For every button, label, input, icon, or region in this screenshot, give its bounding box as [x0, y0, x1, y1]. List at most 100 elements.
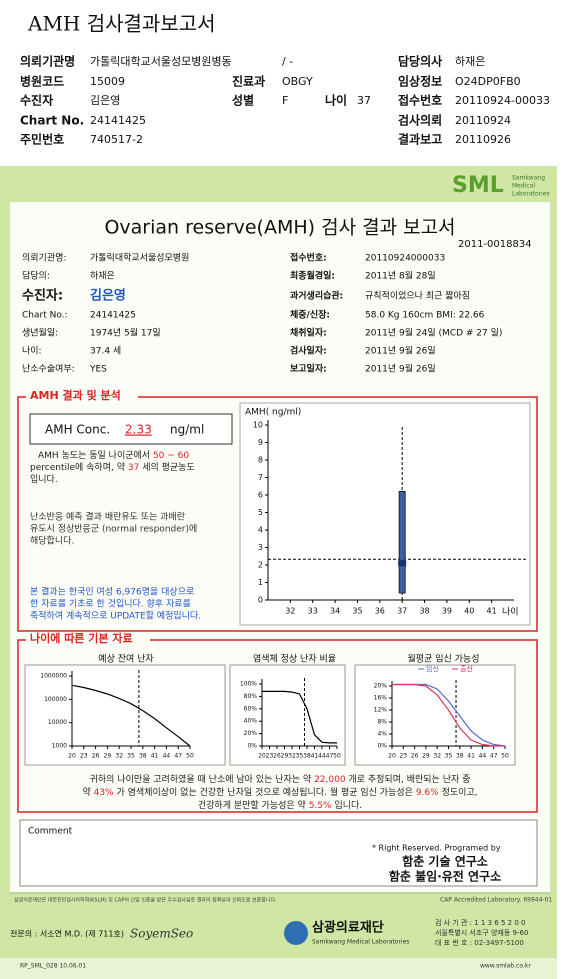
info-label: 나이 — [325, 93, 347, 108]
info-label: 접수번호 — [398, 93, 442, 108]
note-line: 난소반응 예측 결과 배란유도 또는 과배란 — [30, 511, 185, 523]
text-part: 37 — [128, 463, 139, 473]
section-box — [17, 639, 538, 813]
chart-title: 염색체 정상 난자 비율 — [253, 654, 336, 665]
x-tick-label: 32 — [115, 753, 123, 760]
y-tick-label: 20% — [244, 730, 258, 737]
x-tick-label: 32 — [433, 753, 441, 760]
y-tick-label: 10000 — [48, 719, 67, 726]
field-value: 가톨릭대학교서울성모병원 — [90, 252, 189, 264]
x-tick-label: 32 — [288, 753, 296, 760]
section-title: 나이에 따른 기본 자료 — [30, 631, 133, 645]
x-tick-label: 29 — [281, 753, 289, 760]
info-label: 의뢰기관명 — [20, 54, 75, 69]
section-title-bg — [26, 389, 138, 403]
doctor: 전문의 : 서소연 M.D. (제 711호) — [10, 929, 124, 939]
field-label: 생년월일: — [22, 327, 58, 339]
field-label: 접수번호: — [290, 252, 327, 264]
info-value: F — [282, 94, 288, 107]
chart-frame — [239, 402, 531, 626]
field-label: 채취일자: — [290, 327, 327, 339]
x-tick-label: 37 — [397, 607, 407, 616]
field-value: 1974년 5월 17일 — [90, 327, 161, 339]
info-label: 진료과 — [232, 74, 265, 89]
x-tick-label: 23 — [399, 753, 407, 760]
y-tick-label: 12% — [374, 707, 388, 714]
signature: SoyemSeo — [130, 927, 193, 941]
text-part: 정도이고, — [442, 787, 478, 798]
x-tick-label: 50 — [186, 753, 194, 760]
text-part: 50 ~ 60 — [153, 451, 189, 461]
x-tick-label: 32 — [285, 607, 295, 616]
text-part: 가 염색체이상이 없는 건강한 난자일 것으로 예상됩니다. 월 평균 임신 가… — [117, 786, 413, 798]
x-tick-label: 47 — [174, 753, 182, 760]
lab-name: 함춘 기술 연구소 — [402, 854, 488, 869]
info-value: 하재은 — [455, 54, 485, 68]
form-code: RP_SML_028 10.06.01 — [20, 963, 86, 970]
x-tick-label: 47 — [490, 753, 498, 760]
note-line: 입니다. — [30, 473, 58, 485]
address: 검 사 기 관 : 1 1 3 6 5 2 0 0 — [435, 918, 525, 927]
field-value: YES — [89, 365, 107, 375]
note-line: AMH 농도는 동일 나이군에서 50 ~ 60 — [38, 450, 189, 461]
summary-line: 건강하게 분만할 가능성은 약 5.5% 입니다. — [198, 799, 362, 811]
y-tick-label: 60% — [244, 705, 258, 712]
summary-line: 약 43% 가 염색체이상이 없는 건강한 난자일 것으로 예상됩니다. 월 평… — [82, 786, 477, 798]
x-tick-label: 20 — [258, 753, 266, 760]
y-tick-label: 8% — [377, 719, 387, 726]
org-logo — [284, 921, 308, 945]
section-title: AMH 결과 및 분석 — [30, 388, 121, 402]
report-number: 2011-0018834 — [458, 239, 532, 250]
org-name-en: Samkwang Medical Laboratories — [312, 939, 409, 946]
x-tick-label: 40 — [464, 607, 474, 616]
y-tick-label: 5 — [258, 508, 263, 517]
page-title: AMH 검사결과보고서 — [27, 12, 216, 36]
section-title-bg — [26, 632, 150, 646]
lab-name: 함춘 불임·유전 연구소 — [389, 869, 501, 884]
info-value: 24141425 — [90, 114, 146, 127]
y-tick-label: 80% — [244, 693, 258, 700]
chart-frame — [229, 664, 346, 766]
info-value: 15009 — [90, 75, 125, 88]
x-tick-label: 34 — [330, 607, 340, 616]
x-tick-label: 38 — [303, 753, 311, 760]
field-value: 24141425 — [90, 311, 136, 321]
info-label: 담당의사 — [398, 54, 442, 69]
info-value: 김은영 — [90, 94, 120, 107]
comment-box — [19, 819, 538, 887]
x-tick-label: 41 — [311, 753, 319, 760]
y-tick-label: 4% — [377, 731, 387, 738]
website: www.smlab.co.kr — [480, 963, 531, 970]
y-tick-label: 9 — [258, 438, 263, 447]
x-tick-label: 35 — [127, 753, 135, 760]
y-tick-label: 0% — [377, 743, 387, 750]
y-tick-label: 40% — [244, 718, 258, 725]
field-value: 2011년 9월 24일 (MCD # 27 일) — [365, 327, 502, 339]
info-label: 병원코드 — [20, 74, 64, 89]
text-part: percentile에 속하며, 약 — [30, 461, 125, 473]
chart-title: 월평균 임신 가능성 — [408, 653, 480, 665]
median — [398, 560, 407, 567]
section-box — [17, 396, 538, 632]
field-label: 나이: — [22, 346, 42, 357]
text-part: 건강하게 분만할 가능성은 약 — [198, 799, 306, 811]
rights-note: * Right Reserved. Programed by — [372, 844, 501, 853]
y-tick-label: 1000 — [52, 743, 67, 750]
box — [398, 491, 406, 594]
amh-label: AMH Conc. — [45, 423, 110, 437]
footer-strip — [0, 958, 557, 979]
x-tick-label: 36 — [375, 607, 385, 616]
y-tick-label: 10 — [253, 421, 263, 430]
x-tick-label: 38 — [419, 607, 429, 616]
x-tick-label: 26 — [411, 753, 419, 760]
text-part: 세의 평균농도 — [142, 462, 195, 473]
text-part: 입니다. — [334, 799, 362, 811]
info-label: 성별 — [232, 93, 254, 108]
x-tick-label: 26 — [273, 753, 281, 760]
x-tick-label: 38 — [139, 753, 147, 760]
field-label: 수진자: — [22, 288, 63, 304]
field-value: 2011년 9월 26일 — [365, 345, 436, 357]
footer-cap: CAP Accredited Laboratory. 69944-01 — [440, 897, 552, 904]
